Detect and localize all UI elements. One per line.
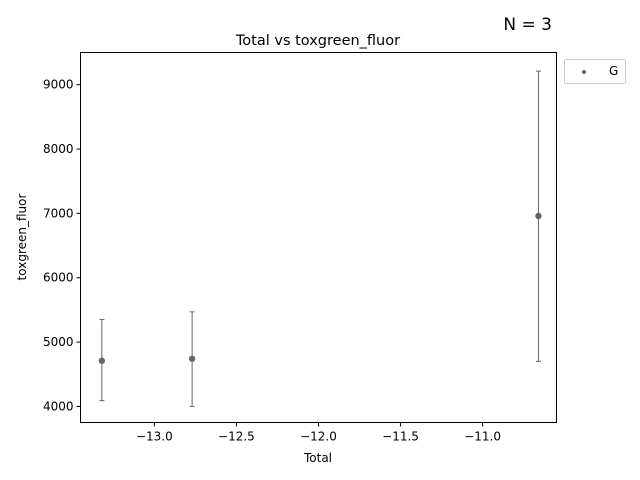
data-point — [188, 355, 196, 362]
x-tick-label: −12.0 — [300, 430, 337, 444]
data-point — [98, 357, 106, 364]
axis-ticks: −13.0 −12.5 −12.0 −11.5 −11.0 4000 5000 6000 700… — [43, 78, 501, 444]
y-tick-label: 5000 — [43, 335, 74, 349]
x-tick-label: −11.0 — [464, 430, 501, 444]
x-tick-label: −12.5 — [218, 430, 255, 444]
chart-title: Total vs toxgreen_fluor — [235, 33, 400, 49]
legend: G — [564, 59, 626, 84]
y-tick-label: 6000 — [43, 271, 74, 285]
legend-box — [564, 59, 626, 84]
y-tick-label: 8000 — [43, 142, 74, 156]
legend-marker — [582, 70, 586, 74]
legend-label: G — [609, 64, 618, 78]
x-axis-label: Total — [303, 451, 332, 465]
data-point — [535, 212, 542, 220]
n-label: N = 3 — [503, 15, 552, 35]
x-tick-label: −13.0 — [136, 430, 173, 444]
data-marks — [98, 70, 542, 407]
x-tick-label: −11.5 — [382, 430, 419, 444]
plot-frame — [80, 52, 557, 423]
y-tick-label: 7000 — [43, 206, 74, 220]
y-tick-label: 9000 — [43, 78, 74, 92]
y-axis-label: toxgreen_fluor — [15, 194, 29, 281]
y-tick-label: 4000 — [43, 399, 74, 413]
